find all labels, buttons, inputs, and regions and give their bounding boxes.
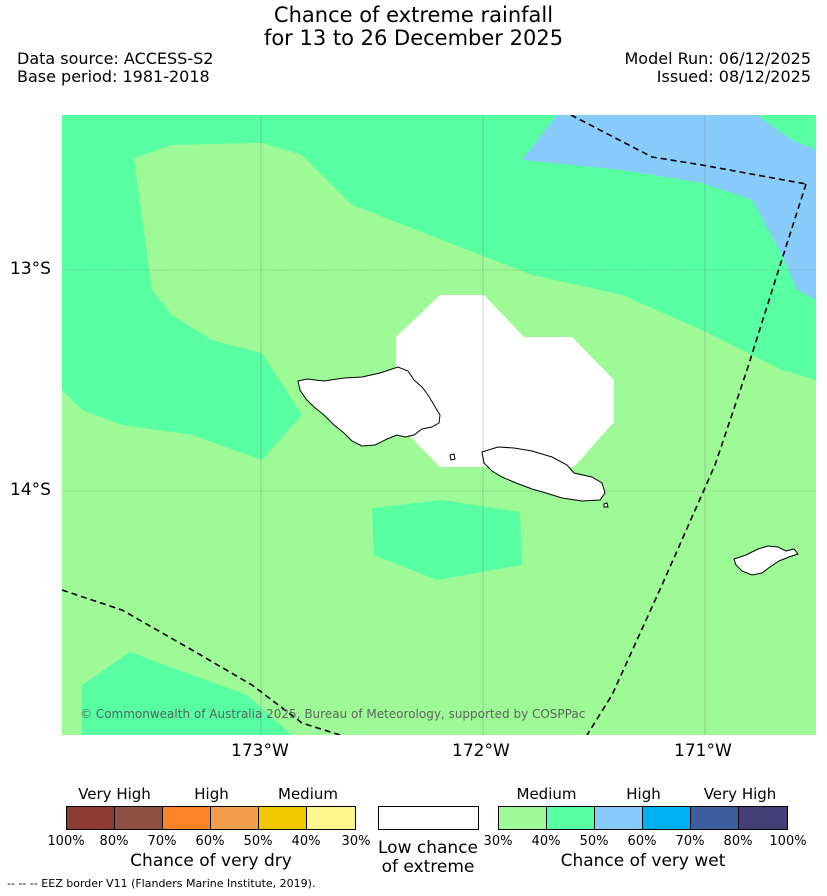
eez-border-southwest: [62, 589, 341, 735]
dry-pct-60: 60%: [195, 834, 225, 849]
region-low-chance: [396, 295, 614, 467]
manono-island: [449, 453, 456, 461]
issued-date: Issued: 08/12/2025: [656, 67, 811, 86]
savaii-island: [297, 366, 441, 447]
dry-caption: Chance of very dry: [130, 851, 292, 871]
lon-label-172w: 172°W: [452, 741, 510, 761]
eez-border-east: [586, 183, 807, 735]
lon-label-171w: 171°W: [674, 741, 732, 761]
dry-level-very-high: Very High: [78, 785, 151, 803]
wet-pct-80: 80%: [723, 834, 753, 849]
region-wet-50-60: [522, 115, 816, 300]
wet-swatch-60-70: [642, 806, 691, 830]
upolu-island: [481, 446, 606, 502]
dry-level-medium: Medium: [278, 785, 338, 803]
wet-pct-40: 40%: [531, 834, 561, 849]
low-chance-swatch: [378, 806, 479, 830]
dry-swatch-60-70: [162, 806, 211, 830]
dry-pct-100: 100%: [47, 834, 85, 849]
copyright-notice: © Commonwealth of Australia 2025, Bureau…: [80, 707, 585, 721]
wet-level-very-high: Very High: [703, 785, 777, 803]
map-title-line1: Chance of extreme rainfall: [273, 3, 554, 27]
lat-label-14s: 14°S: [10, 480, 51, 500]
model-run: Model Run: 06/12/2025: [624, 49, 812, 68]
dry-swatch-50-60: [210, 806, 259, 830]
wet-swatch-70-80: [690, 806, 739, 830]
wet-swatch-30-40: [498, 806, 547, 830]
wet-pct-100: 100%: [769, 834, 807, 849]
dry-swatch-40-50: [258, 806, 307, 830]
wet-level-high: High: [626, 785, 661, 803]
lat-label-13s: 13°S: [10, 259, 51, 279]
dry-swatch-70-80: [114, 806, 163, 830]
region-wet-40-50-south: [372, 500, 522, 580]
dry-pct-50: 50%: [243, 834, 273, 849]
nuutele-islet: [603, 502, 609, 508]
data-source: Data source: ACCESS-S2: [17, 49, 214, 68]
rainfall-map: © Commonwealth of Australia 2025, Bureau…: [62, 115, 816, 735]
wet-level-medium: Medium: [516, 785, 577, 803]
region-wet-40-50-southwest: [82, 652, 292, 735]
wet-pct-70: 70%: [675, 834, 705, 849]
tutuila-island: [733, 545, 799, 576]
dry-pct-40: 40%: [291, 834, 321, 849]
dry-pct-30: 30%: [341, 834, 371, 849]
wet-swatch-50-60: [594, 806, 643, 830]
map-title-line2: for 13 to 26 December 2025: [263, 26, 564, 50]
region-wet-40-50-north: [62, 115, 816, 460]
lon-label-173w: 173°W: [231, 741, 289, 761]
wet-caption: Chance of very wet: [560, 851, 726, 871]
dry-pct-80: 80%: [99, 834, 129, 849]
low-chance-caption-line1: Low chance: [378, 838, 478, 858]
dry-level-high: High: [194, 785, 229, 803]
dry-pct-70: 70%: [147, 834, 177, 849]
eez-border-north: [570, 115, 807, 185]
wet-pct-60: 60%: [627, 834, 657, 849]
wet-swatch-80-100: [738, 806, 788, 830]
low-chance-caption-line2: of extreme: [381, 857, 475, 877]
eez-footnote: -- -- -- EEZ border V11 (Flanders Marine…: [7, 877, 316, 890]
wet-swatch-40-50: [546, 806, 595, 830]
dry-swatch-80-100: [66, 806, 115, 830]
wet-pct-30: 30%: [483, 834, 513, 849]
wet-pct-50: 50%: [579, 834, 609, 849]
base-period: Base period: 1981-2018: [17, 67, 210, 86]
dry-swatch-30-40: [306, 806, 356, 830]
